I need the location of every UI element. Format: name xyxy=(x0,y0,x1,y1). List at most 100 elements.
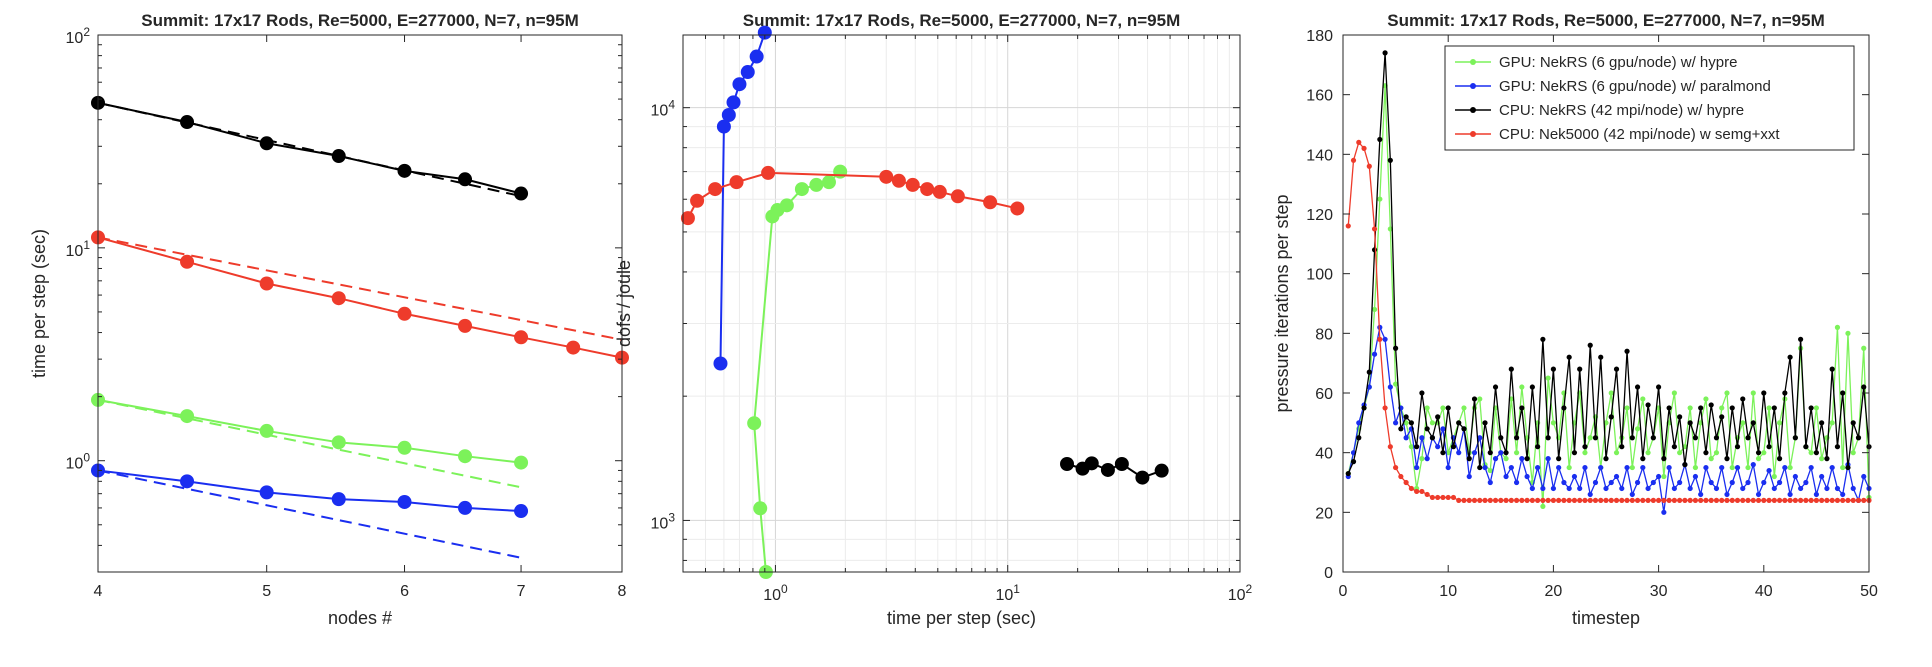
y-tick-label: 103 xyxy=(651,510,676,532)
data-point xyxy=(1761,390,1767,396)
data-point xyxy=(1813,491,1819,498)
data-point xyxy=(1550,485,1556,492)
data-point xyxy=(1556,497,1562,503)
data-point xyxy=(1640,456,1646,462)
data-point xyxy=(1387,157,1393,163)
data-point xyxy=(905,177,920,192)
y-tick-label: 80 xyxy=(1315,326,1333,343)
data-point xyxy=(1724,390,1730,396)
data-point xyxy=(1724,491,1730,498)
data-point xyxy=(1834,444,1841,450)
data-point xyxy=(1803,479,1809,486)
data-point xyxy=(1861,384,1867,390)
x-tick-label: 40 xyxy=(1755,583,1773,600)
plot-frame xyxy=(97,34,623,573)
chart-title: Summit: 17x17 Rods, Re=5000, E=277000, N… xyxy=(1387,11,1825,30)
data-point xyxy=(932,184,947,199)
data-point xyxy=(1060,457,1075,472)
data-point xyxy=(1566,497,1572,503)
data-point xyxy=(1750,390,1756,396)
data-point xyxy=(1592,479,1599,486)
data-point xyxy=(1798,485,1804,492)
data-point xyxy=(713,356,728,371)
data-point xyxy=(1782,390,1788,396)
data-point xyxy=(1729,405,1735,411)
legend: GPU: NekRS (6 gpu/node) w/ hypre GPU: Nek… xyxy=(1444,45,1855,151)
data-point xyxy=(753,501,768,516)
data-point xyxy=(1435,444,1441,450)
data-point xyxy=(1100,462,1115,477)
data-point xyxy=(1577,497,1583,503)
data-point xyxy=(1471,497,1478,503)
chart-title: Summit: 17x17 Rods, Re=5000, E=277000, N… xyxy=(743,11,1181,30)
data-point xyxy=(1640,396,1646,402)
data-point xyxy=(1582,497,1588,503)
data-point xyxy=(1808,497,1814,503)
data-point xyxy=(1577,366,1583,372)
data-point xyxy=(1740,396,1746,402)
data-point xyxy=(458,318,473,333)
data-point xyxy=(1671,497,1677,503)
x-tick-label: 5 xyxy=(262,583,271,600)
data-point xyxy=(1561,405,1567,411)
data-point xyxy=(749,49,764,64)
series-1 xyxy=(1345,324,1872,515)
data-point xyxy=(1377,196,1383,202)
data-point xyxy=(1535,464,1541,471)
data-point xyxy=(1640,497,1646,503)
data-point xyxy=(983,195,998,210)
data-point xyxy=(1366,369,1372,375)
ticks: 4 5 6 7 8 100 101 102 xyxy=(66,25,627,600)
data-point xyxy=(1492,384,1499,390)
data-point xyxy=(1850,485,1856,492)
data-point xyxy=(1519,456,1525,462)
series-1 xyxy=(747,164,848,579)
data-point xyxy=(1519,384,1525,390)
data-point xyxy=(1703,464,1709,471)
data-point xyxy=(1761,450,1767,456)
series-line xyxy=(97,236,623,359)
data-point xyxy=(1703,396,1709,402)
data-point xyxy=(1792,497,1798,503)
data-point xyxy=(1408,485,1414,492)
data-point xyxy=(1629,435,1635,441)
data-point xyxy=(1561,479,1567,486)
data-point xyxy=(180,474,195,489)
legend-box xyxy=(1444,45,1855,151)
data-point xyxy=(1598,497,1604,503)
data-point xyxy=(1671,485,1677,492)
data-point xyxy=(1719,414,1725,420)
data-point xyxy=(1724,497,1730,503)
data-point xyxy=(331,435,346,450)
data-point xyxy=(729,175,744,190)
data-point xyxy=(259,423,274,438)
data-point xyxy=(1519,497,1525,503)
data-point xyxy=(1776,497,1783,503)
series-7 xyxy=(97,469,522,559)
series-line xyxy=(97,469,522,513)
data-point xyxy=(1592,497,1599,503)
data-point xyxy=(1603,456,1609,462)
data-point xyxy=(1677,497,1683,503)
data-point xyxy=(1366,163,1372,169)
data-point xyxy=(1503,450,1509,456)
data-point xyxy=(1861,497,1867,503)
data-point xyxy=(1840,491,1846,498)
data-point xyxy=(259,276,274,291)
data-point xyxy=(1608,497,1614,503)
data-point xyxy=(1524,473,1530,480)
data-point xyxy=(1719,497,1725,503)
series-line xyxy=(1347,85,1870,508)
data-point xyxy=(1624,464,1630,471)
data-point xyxy=(1834,485,1841,492)
data-point xyxy=(1750,420,1756,426)
series-line xyxy=(97,236,623,341)
data-point xyxy=(1503,473,1509,480)
data-point xyxy=(1408,420,1414,426)
series-2 xyxy=(91,230,629,365)
data-point xyxy=(1619,497,1625,503)
data-point xyxy=(1803,444,1809,450)
data-point xyxy=(1603,485,1609,492)
data-point xyxy=(1787,464,1793,471)
data-point xyxy=(794,182,809,197)
